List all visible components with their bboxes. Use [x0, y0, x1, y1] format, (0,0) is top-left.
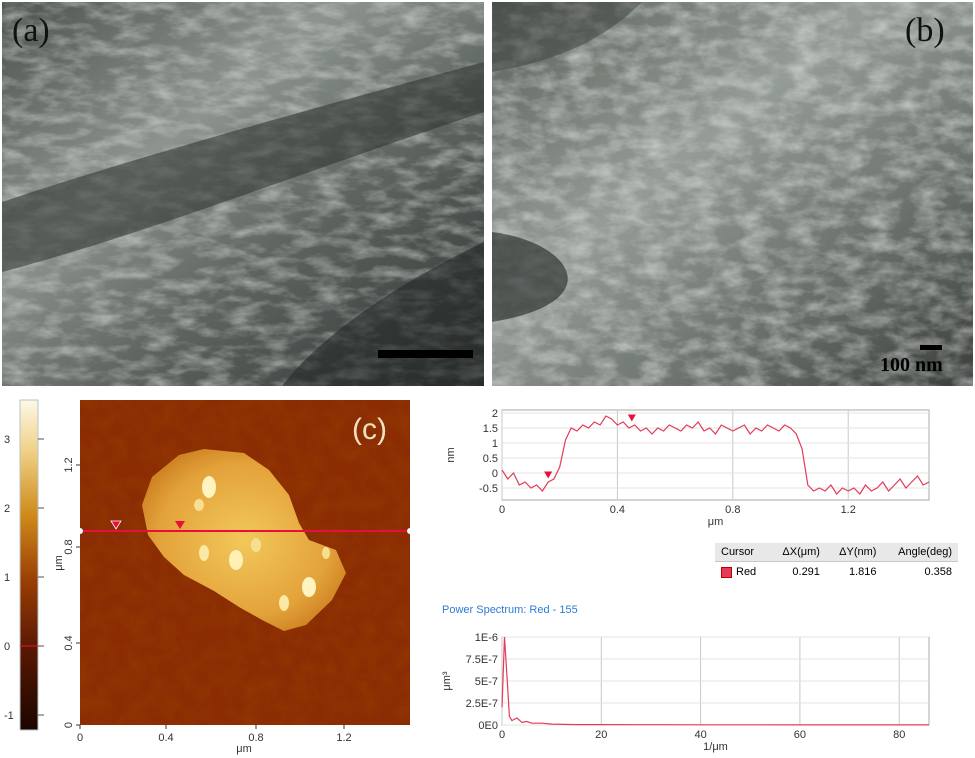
y-tick-label: 2.5E-7 — [466, 698, 498, 710]
scale-bar-a — [378, 350, 473, 358]
panel-label-a: (a) — [12, 12, 50, 49]
afm-y-tick-label: 0.4 — [63, 635, 75, 650]
x-tick-label: 1.2 — [841, 504, 856, 516]
afm-x-tick-label: 1.2 — [336, 732, 351, 744]
x-tick-label: 40 — [694, 729, 706, 741]
col-dx: ΔX(μm) — [769, 543, 826, 562]
plot-area — [501, 409, 930, 501]
sem-texture-b — [492, 2, 973, 386]
x-axis-label: 1/μm — [703, 741, 728, 753]
y-tick-label: 0 — [492, 468, 498, 480]
colorbar-ticks: 3 2 1 0 -1 — [4, 434, 44, 722]
cursor-angle: 0.358 — [882, 561, 958, 582]
colorbar-tick-label: -1 — [4, 710, 14, 722]
sem-image-a: (a) — [2, 2, 484, 386]
cursor-name: Red — [736, 566, 757, 578]
afm-height-image: (c) 1.2 0.8 0.4 00 0.4 0.8 1.2 μm μm — [53, 400, 413, 755]
x-tick-label: 0 — [499, 729, 505, 741]
cursor-table: Cursor ΔX(μm) ΔY(nm) Angle(deg) Red 0.29… — [715, 543, 958, 582]
cursor-marker — [627, 414, 636, 422]
x-tick-label: 80 — [893, 729, 905, 741]
afm-x-tick-label: 0.4 — [158, 732, 173, 744]
colorbar-tick-label: 2 — [4, 503, 10, 515]
y-tick-label: 0.5 — [483, 453, 498, 465]
power-spectrum-title: Power Spectrum: Red - 155 — [442, 604, 578, 616]
cursor-marker-1[interactable] — [110, 520, 122, 530]
x-tick-label: 0 — [499, 504, 505, 516]
y-tick-label: 1E-6 — [475, 632, 498, 644]
afm-y-tick-label: 0 — [63, 722, 75, 728]
cursor-marker-2[interactable] — [175, 521, 185, 529]
afm-y-tick-label: 0.8 — [63, 539, 75, 554]
bright-particles — [194, 476, 330, 611]
y-tick-label: 5E-7 — [475, 676, 498, 688]
red-cursor-swatch-icon — [721, 566, 732, 578]
col-angle: Angle(deg) — [882, 543, 958, 562]
afm-x-tick-label: 0 — [77, 732, 83, 744]
y-tick-label: -0.5 — [479, 483, 498, 495]
afm-colorbar: 3 2 1 0 -1 — [4, 399, 44, 731]
panel-label-b: (b) — [905, 12, 945, 49]
afm-y-tick-label: 1.2 — [63, 457, 75, 472]
y-axis-label: μm³ — [441, 671, 453, 691]
col-cursor: Cursor — [715, 543, 770, 562]
scale-bar-label: 100 nm — [880, 354, 943, 376]
x-tick-label: 0.4 — [610, 504, 625, 516]
y-tick-label: 7.5E-7 — [466, 654, 498, 666]
y-tick-label: 1.5 — [483, 423, 498, 435]
colorbar-gradient — [19, 399, 39, 731]
sem-image-b: (b) 100 nm — [492, 2, 973, 386]
cursor-table-row[interactable]: Red 0.291 1.816 0.358 — [715, 561, 958, 582]
afm-y-axis-label: μm — [53, 555, 65, 571]
cursor-marker — [544, 471, 553, 479]
scale-bar-b — [920, 345, 942, 350]
series-line — [501, 636, 929, 726]
colorbar-tick-label: 0 — [4, 641, 10, 653]
cursor-table-header: Cursor ΔX(μm) ΔY(nm) Angle(deg) — [715, 543, 958, 562]
x-tick-label: 0.8 — [725, 504, 740, 516]
graphene-flake — [142, 449, 346, 631]
afm-x-tick-label: 0.8 — [248, 732, 263, 744]
power-spectrum-chart: 0 20 40 60 80 1E-6 7.5E-7 5E-7 2.5E-7 0E0 1/μm μm³ — [441, 632, 930, 753]
series-line — [501, 415, 930, 495]
y-tick-label: 2 — [492, 408, 498, 420]
panel-label-c: (c) — [352, 413, 387, 446]
x-tick-label: 20 — [595, 729, 607, 741]
x-axis-label: μm — [708, 516, 724, 528]
cursor-dy: 1.816 — [825, 561, 883, 582]
y-tick-label: 1 — [492, 438, 498, 450]
sem-texture-a — [2, 2, 484, 386]
afm-axes: 1.2 0.8 0.4 00 0.4 0.8 1.2 μm μm — [53, 457, 352, 755]
colorbar-tick-label: 3 — [4, 434, 10, 446]
colorbar-tick-label: 1 — [4, 572, 10, 584]
cursor-dx: 0.291 — [769, 561, 826, 582]
x-tick-label: 60 — [794, 729, 806, 741]
col-dy: ΔY(nm) — [825, 543, 883, 562]
y-axis-label: nm — [445, 447, 457, 462]
y-tick-label: 0E0 — [478, 720, 498, 732]
afm-x-axis-label: μm — [236, 743, 252, 755]
